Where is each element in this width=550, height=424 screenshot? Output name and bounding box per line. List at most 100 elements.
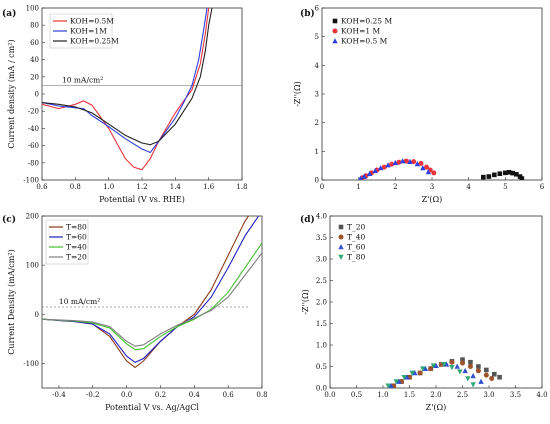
y-axis-label: -Z''(Ω) (301, 289, 310, 315)
y-tick-label: 2.0 (316, 299, 327, 307)
data-point (503, 170, 508, 176)
data-point (358, 175, 363, 180)
y-axis-label: Current density (mA / cm²) (7, 39, 16, 148)
panel-label: (a) (2, 8, 16, 19)
y-tick-label: 0 (35, 91, 39, 99)
y-tick-label: 0 (35, 311, 39, 319)
x-tick-label: 0.4 (189, 391, 201, 399)
plot-frame (41, 215, 263, 389)
y-tick-label: 60 (30, 39, 39, 47)
panel-2: (c) -0.4 -0.2 0.0 0.2 0.4 0.6 0.8 -100 0 100 200 Pot… (2, 213, 268, 413)
data-point (414, 161, 421, 167)
legend-marker (332, 38, 338, 44)
panel-3: (d) 0.0 0.5 1.0 1.5 2.0 2.5 3.0 3.5 4.0 0.0 0.5 1.0 1… (300, 213, 548, 413)
data-point (403, 158, 409, 164)
data-point (396, 378, 402, 384)
x-tick-label: 3 (430, 183, 434, 191)
plot-area (385, 357, 502, 388)
data-point (393, 379, 399, 385)
data-point (484, 367, 489, 373)
y-tick-label: 200 (26, 213, 39, 221)
data-point (399, 158, 406, 164)
data-point (372, 167, 378, 174)
y-tick-label: 1.5 (316, 320, 327, 328)
x-tick-label: 0.8 (256, 391, 267, 399)
data-point (389, 161, 395, 167)
y-tick-label: -80 (28, 159, 39, 167)
y-tick-label: 2 (315, 119, 319, 127)
y-tick-label: 1 (315, 148, 319, 156)
data-point (377, 165, 384, 171)
x-tick-label: 0.0 (324, 391, 335, 399)
legend-label: T_40 (347, 233, 366, 242)
panel-label: (c) (2, 214, 16, 225)
y-tick-label: -60 (28, 142, 39, 150)
data-point (492, 172, 497, 178)
data-point (385, 162, 391, 168)
x-tick-label: 1.8 (236, 183, 247, 191)
data-point (411, 159, 417, 165)
data-point (430, 363, 437, 369)
plot-area (42, 216, 262, 369)
x-tick-label: 1.6 (203, 183, 215, 191)
data-point (514, 171, 519, 177)
legend-marker (332, 28, 338, 34)
data-point (497, 374, 502, 380)
y-axis-label: Current Density (mA/cm²) (7, 249, 16, 354)
x-tick-label: 1.0 (103, 183, 114, 191)
legend-label: T=80 (66, 223, 87, 232)
x-tick-label: 6 (540, 183, 545, 191)
series-line-T=60 (42, 216, 260, 364)
x-axis-label: Potential V vs. Ag/AgCl (105, 403, 199, 412)
x-tick-label: 0.8 (70, 183, 81, 191)
data-point (460, 357, 465, 362)
y-tick-label: 0 (315, 177, 319, 185)
legend-marker (332, 18, 338, 24)
legend-label: KOH=0.25M (70, 37, 119, 46)
data-point (486, 174, 492, 179)
y-tick-label: 20 (30, 73, 39, 81)
x-tick-label: 3.0 (483, 391, 494, 399)
reference-line-label: 10 mA/cm² (62, 75, 103, 84)
legend-label: KOH=1 M (341, 27, 381, 36)
data-point (470, 382, 476, 388)
y-tick-label: -100 (23, 177, 39, 185)
x-tick-label: 0.5 (351, 391, 362, 399)
legend-marker (338, 244, 344, 250)
data-point (519, 176, 525, 180)
x-tick-label: 1.0 (377, 391, 388, 399)
data-point (396, 159, 402, 165)
panel-label: (d) (300, 214, 315, 225)
data-point (468, 359, 473, 365)
data-point (441, 362, 447, 368)
y-tick-label: 4 (315, 62, 320, 70)
data-point (492, 371, 497, 377)
data-point (381, 164, 387, 170)
y-tick-label: 3.5 (316, 234, 327, 242)
x-tick-label: 1 (356, 183, 360, 191)
y-tick-label: 6 (315, 5, 320, 13)
series-line-KOH=0.5M (42, 8, 210, 171)
series-line-T=20 (42, 252, 262, 347)
data-point (454, 363, 460, 369)
data-point (510, 170, 515, 176)
data-point (418, 160, 424, 166)
x-tick-label: -0.2 (86, 391, 100, 399)
y-tick-label: 4.0 (316, 213, 327, 221)
data-point (460, 360, 465, 366)
x-tick-label: 0 (320, 183, 324, 191)
y-tick-label: 100 (26, 5, 39, 13)
x-tick-label: 1.4 (170, 183, 182, 191)
panel-label: (b) (300, 8, 315, 19)
data-point (467, 364, 473, 369)
x-tick-label: 0.6 (223, 391, 235, 399)
data-point (483, 372, 489, 378)
data-point (422, 365, 429, 371)
x-tick-label: 0.0 (121, 391, 132, 399)
legend-label: KOH=0.25 M (341, 17, 392, 26)
series-line-KOH=0.25M (42, 8, 213, 146)
y-tick-label: 3 (315, 91, 319, 99)
data-point (465, 376, 471, 382)
y-tick-label: 80 (30, 22, 39, 30)
